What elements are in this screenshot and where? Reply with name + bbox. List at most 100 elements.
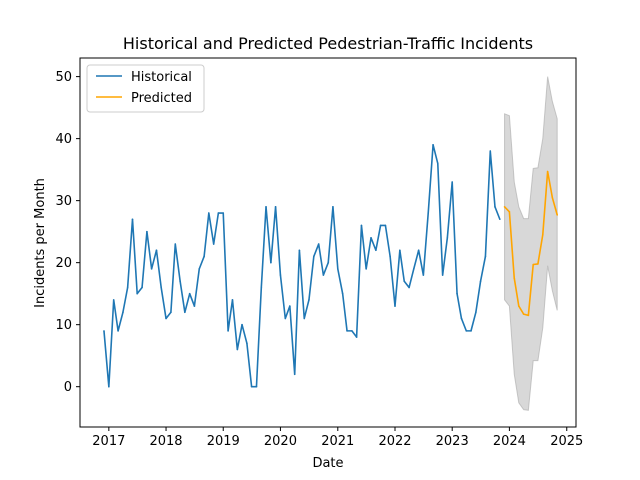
x-tick-label: 2017: [92, 434, 125, 449]
data-point: [336, 268, 339, 270]
data-point: [465, 330, 468, 332]
data-point: [479, 280, 482, 283]
y-tick-label: 40: [55, 132, 72, 147]
data-point: [532, 263, 535, 266]
data-point: [370, 237, 372, 239]
chart-title: Historical and Predicted Pedestrian-Traf…: [123, 34, 533, 53]
data-point: [136, 292, 139, 295]
data-point: [546, 170, 549, 173]
data-point: [351, 330, 353, 332]
data-point: [165, 317, 167, 320]
x-tick-label: 2024: [493, 434, 526, 449]
data-point: [112, 299, 115, 301]
data-point: [470, 330, 472, 332]
data-point: [513, 277, 516, 279]
data-point: [489, 150, 492, 152]
data-point: [284, 317, 287, 320]
data-point: [360, 224, 363, 227]
data-point: [322, 274, 325, 276]
data-point: [508, 211, 511, 213]
data-point: [150, 268, 153, 270]
data-point: [303, 317, 306, 320]
data-point: [298, 249, 301, 252]
data-point: [198, 268, 201, 270]
data-point: [446, 237, 449, 239]
data-point: [231, 299, 234, 301]
y-axis-label: Incidents per Month: [33, 178, 48, 308]
data-point: [403, 280, 406, 283]
data-point: [346, 330, 348, 332]
data-point: [108, 385, 110, 388]
data-point: [179, 280, 181, 283]
data-point: [212, 243, 215, 245]
y-tick-label: 30: [55, 194, 72, 209]
data-point: [122, 311, 124, 314]
data-point: [193, 305, 196, 307]
data-point: [255, 385, 258, 388]
data-point: [289, 305, 291, 307]
data-point: [384, 224, 387, 227]
data-point: [436, 162, 439, 165]
data-point: [217, 212, 220, 214]
data-point: [160, 286, 162, 289]
y-tick-label: 10: [55, 318, 72, 333]
plot-frame: [79, 57, 577, 428]
data-point: [475, 311, 477, 314]
legend-label-predicted: Predicted: [131, 91, 192, 106]
x-tick-label: 2022: [378, 434, 411, 449]
axes: 2017 2018 2019 2020 2021 2022 2023 2024 2025 0 10 2…: [55, 57, 583, 449]
x-axis-label: Date: [312, 456, 343, 471]
data-point: [556, 214, 558, 216]
data-point: [146, 230, 148, 233]
data-point: [517, 305, 520, 307]
data-point: [503, 206, 506, 208]
data-point: [313, 255, 315, 258]
y-tick-label: 50: [55, 70, 72, 85]
confidence-band: [504, 76, 558, 411]
data-point: [484, 255, 487, 258]
legend: Historical Predicted: [86, 64, 205, 113]
data-point: [537, 263, 539, 265]
data-point: [270, 261, 272, 264]
data-point: [155, 249, 158, 252]
y-tick-label: 20: [55, 256, 72, 271]
data-point: [260, 286, 263, 289]
data-point: [413, 268, 415, 270]
data-point: [551, 196, 554, 199]
data-point: [494, 206, 496, 208]
data-point: [394, 305, 396, 307]
data-point: [131, 218, 134, 221]
data-point: [422, 274, 425, 276]
data-point: [341, 292, 344, 295]
data-point: [522, 313, 525, 315]
data-point: [317, 243, 320, 245]
x-tick-label: 2025: [550, 434, 583, 449]
data-point: [327, 261, 330, 264]
data-point: [332, 206, 334, 208]
plot-area: [103, 76, 558, 411]
data-point: [389, 255, 391, 258]
legend-label-historical: Historical: [131, 70, 192, 85]
x-tick-label: 2023: [436, 434, 469, 449]
data-point: [441, 274, 444, 276]
x-tick-label: 2021: [321, 434, 354, 449]
data-point: [184, 311, 186, 314]
series-line-predicted: [503, 170, 558, 317]
data-point: [432, 144, 434, 146]
data-point: [541, 233, 544, 236]
data-point: [417, 249, 420, 252]
data-point: [293, 373, 296, 376]
data-point: [499, 218, 501, 221]
x-tick-label: 2018: [149, 434, 182, 449]
data-point: [451, 181, 453, 183]
data-point: [222, 212, 225, 214]
data-point: [527, 314, 530, 317]
data-point: [241, 323, 243, 326]
data-point: [208, 212, 210, 214]
data-point: [265, 206, 267, 208]
data-point: [250, 385, 253, 388]
data-point: [456, 292, 458, 295]
data-point: [375, 249, 377, 252]
data-point: [103, 330, 105, 332]
data-point: [379, 224, 382, 227]
